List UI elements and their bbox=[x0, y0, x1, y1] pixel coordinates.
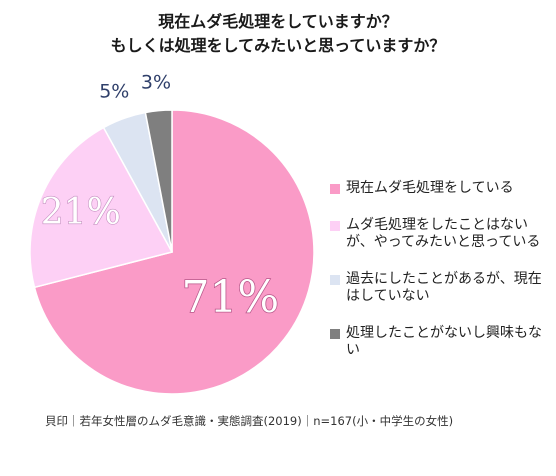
slice-want-to-try bbox=[29, 126, 174, 289]
legend-swatch bbox=[330, 184, 340, 194]
data-label-no-interest: 3% bbox=[141, 71, 171, 93]
legend-label: 現在ムダ毛処理をしている bbox=[346, 180, 514, 196]
legend-label: 処理したことがないし興味もない bbox=[346, 325, 542, 358]
title-line-2: もしくは処理をしてみたいと思っていますか？ bbox=[110, 36, 446, 55]
title-line-1: 現在ムダ毛処理をしていますか？ bbox=[158, 12, 398, 31]
slice-current bbox=[33, 109, 315, 395]
legend-swatch bbox=[330, 275, 340, 285]
legend-item-no-interest: 処理したことがないし興味もない bbox=[330, 325, 545, 359]
legend-item-past: 過去にしたことがあるが、現在はしていない bbox=[330, 271, 545, 305]
chart-title: 現在ムダ毛処理をしていますか？ もしくは処理をしてみたいと思っていますか？ bbox=[0, 10, 556, 58]
data-label-past: 5% bbox=[99, 81, 129, 103]
legend-swatch bbox=[330, 221, 340, 231]
legend-swatch bbox=[330, 329, 340, 339]
legend: 現在ムダ毛処理をしている ムダ毛処理をしたことはないが、やってみたいと思っている… bbox=[330, 180, 545, 379]
data-label-current: 71% bbox=[181, 272, 279, 323]
data-label-want-to-try: 21% bbox=[41, 192, 121, 233]
legend-label: 過去にしたことがあるが、現在はしていない bbox=[346, 271, 542, 304]
slice-no-interest bbox=[144, 109, 173, 253]
source-note: 貝印｜若年女性層のムダ毛意識・実態調査(2019)｜n=167(小・中学生の女性… bbox=[45, 414, 454, 428]
legend-item-want-to-try: ムダ毛処理をしたことはないが、やってみたいと思っている bbox=[330, 217, 545, 251]
legend-item-current: 現在ムダ毛処理をしている bbox=[330, 180, 545, 197]
legend-label: ムダ毛処理をしたことはないが、やってみたいと思っている bbox=[346, 217, 541, 250]
